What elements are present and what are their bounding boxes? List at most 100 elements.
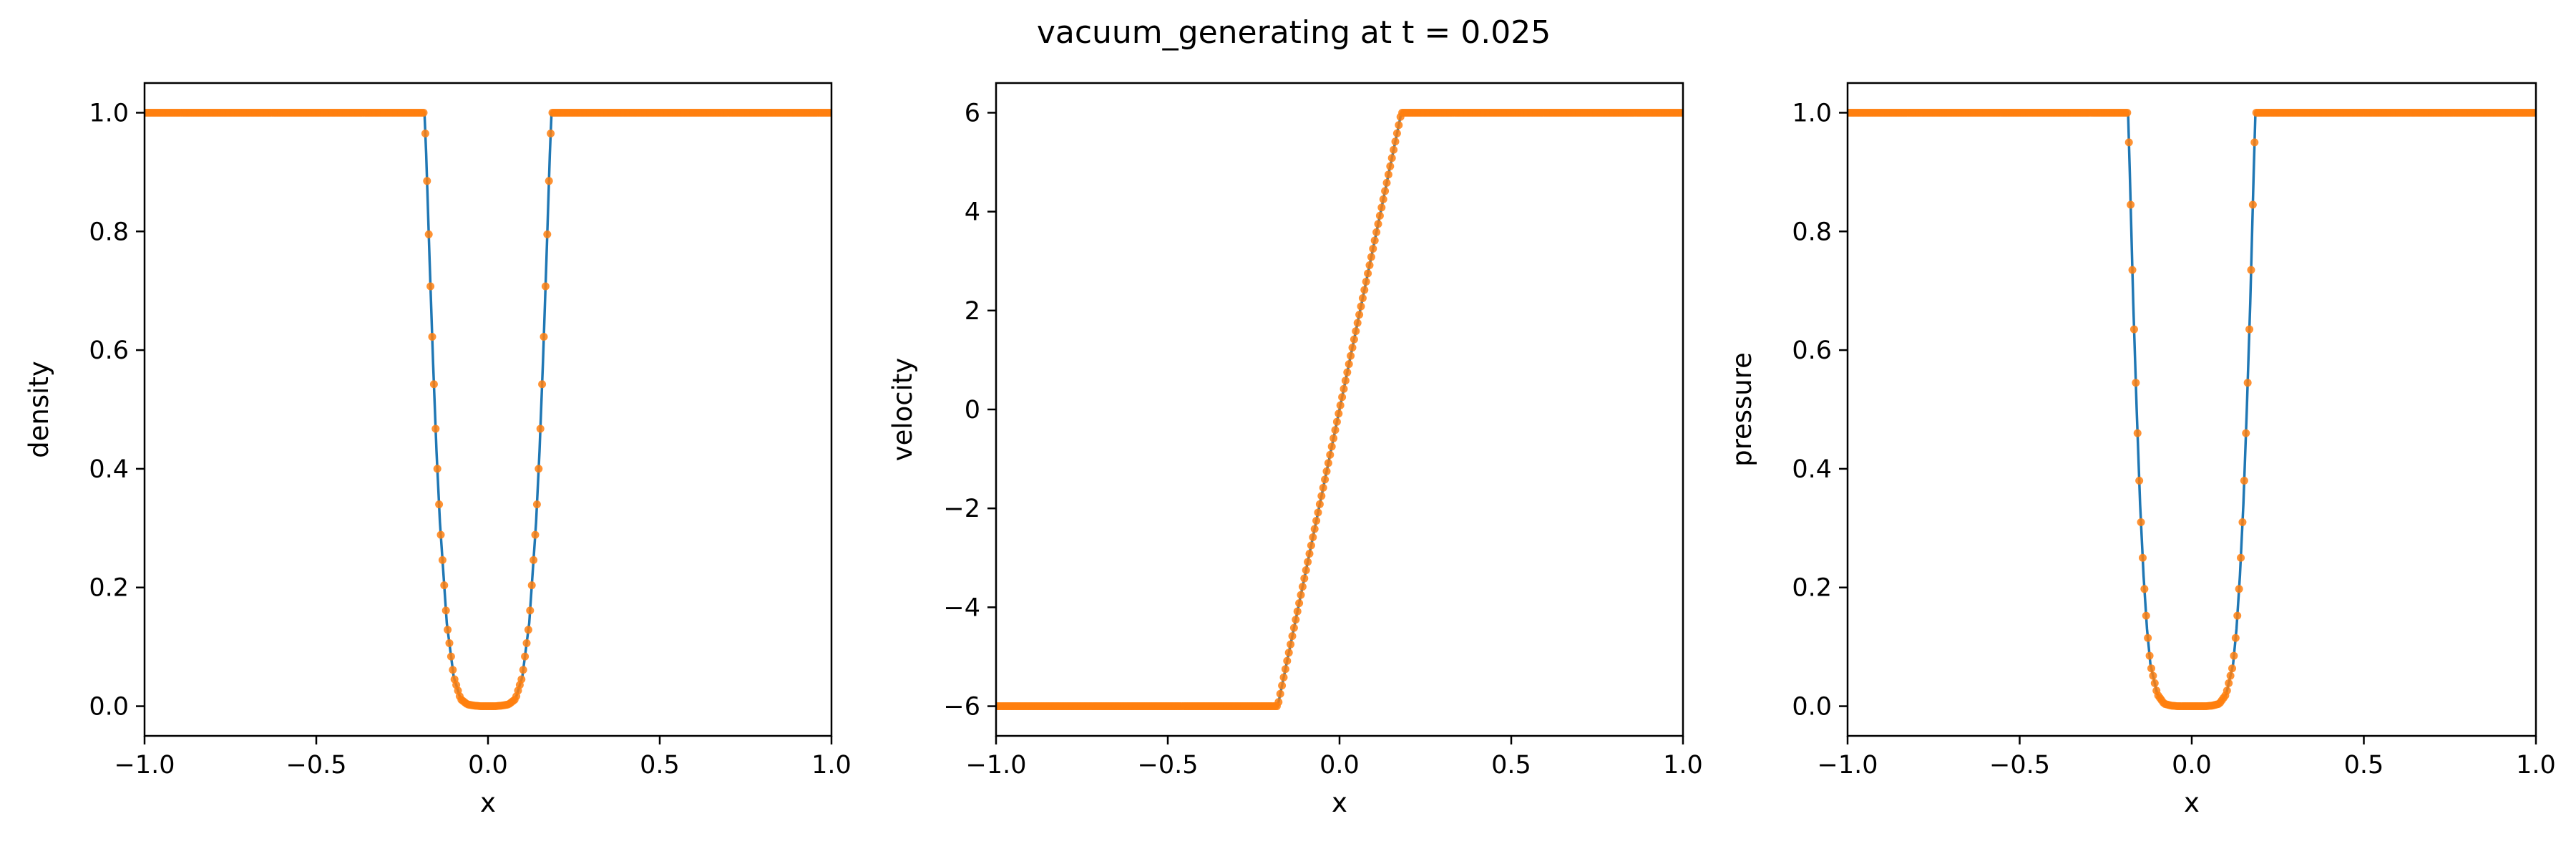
density-marker bbox=[543, 230, 552, 238]
velocity-marker bbox=[1295, 599, 1304, 608]
velocity-marker bbox=[1319, 483, 1327, 492]
velocity-marker bbox=[1312, 516, 1321, 525]
velocity-marker bbox=[1304, 558, 1312, 566]
velocity-marker bbox=[1297, 591, 1305, 599]
velocity-marker bbox=[1302, 566, 1310, 575]
pressure-marker bbox=[2135, 476, 2144, 485]
pressure-marker bbox=[2147, 664, 2155, 673]
density-y-tick-label: 0.6 bbox=[89, 336, 129, 365]
density-marker bbox=[423, 177, 431, 185]
velocity-marker bbox=[1345, 360, 1353, 369]
density-marker bbox=[540, 332, 548, 341]
velocity-marker bbox=[1314, 508, 1322, 517]
pressure-y-tick-label: 0.2 bbox=[1792, 574, 1832, 603]
velocity-y-tick-label: 0 bbox=[965, 396, 980, 424]
velocity-y-tick-label: 2 bbox=[965, 297, 980, 326]
pressure-x-axis: −1.0 −0.5 0.0 0.5 1.0 bbox=[1818, 736, 2556, 780]
velocity-marker bbox=[1276, 689, 1284, 698]
pressure-marker bbox=[2245, 325, 2254, 334]
subplot-density: −1.0 −0.5 0.0 0.5 1.0 0.0 0.2 0.4 0.6 0.8 1.0 x dens… bbox=[24, 82, 852, 818]
velocity-marker bbox=[1298, 583, 1307, 591]
density-marker bbox=[449, 666, 457, 674]
velocity-marker bbox=[1377, 203, 1386, 212]
density-marker bbox=[438, 555, 447, 564]
velocity-x-tick-label: 0.0 bbox=[1319, 751, 1360, 780]
density-marker bbox=[545, 177, 553, 185]
density-y-tick-label: 0.4 bbox=[89, 455, 129, 484]
velocity-marker bbox=[1322, 467, 1331, 475]
velocity-marker bbox=[1386, 162, 1395, 170]
velocity-marker bbox=[1324, 459, 1332, 467]
pressure-marker bbox=[2144, 634, 2152, 642]
velocity-marker bbox=[1274, 698, 1283, 707]
velocity-marker bbox=[1289, 623, 1298, 632]
pressure-series-markers bbox=[1848, 108, 2536, 711]
pressure-y-tick-label: 0.4 bbox=[1792, 455, 1832, 484]
density-x-tick-label: 0.0 bbox=[468, 751, 508, 780]
velocity-marker bbox=[1281, 665, 1289, 674]
velocity-series-markers bbox=[996, 108, 1683, 711]
velocity-marker bbox=[1395, 121, 1403, 130]
density-y-tick-label: 0.0 bbox=[89, 693, 129, 722]
density-marker bbox=[532, 500, 541, 509]
velocity-marker bbox=[1327, 442, 1336, 451]
pressure-marker bbox=[2247, 266, 2255, 274]
pressure-x-tick-label: 1.0 bbox=[2516, 751, 2556, 780]
velocity-marker bbox=[1307, 541, 1315, 550]
pressure-marker bbox=[2240, 476, 2248, 485]
pressure-y-tick-label: 0.6 bbox=[1792, 336, 1832, 365]
velocity-marker bbox=[1283, 656, 1292, 665]
pressure-marker bbox=[2237, 553, 2245, 562]
velocity-marker bbox=[1336, 401, 1345, 409]
pressure-x-axis-label: x bbox=[2184, 787, 2200, 818]
density-y-tick-label: 1.0 bbox=[89, 99, 129, 127]
pressure-x-tick-label: 0.5 bbox=[2344, 751, 2384, 780]
velocity-marker bbox=[1382, 178, 1391, 187]
velocity-marker bbox=[1340, 384, 1348, 393]
velocity-marker bbox=[1287, 640, 1295, 649]
velocity-y-tick-label: −6 bbox=[943, 693, 980, 722]
velocity-marker bbox=[1364, 269, 1372, 278]
velocity-marker bbox=[1317, 492, 1326, 500]
velocity-marker bbox=[1390, 145, 1398, 154]
velocity-marker bbox=[1331, 426, 1340, 435]
density-marker bbox=[527, 581, 536, 590]
pressure-marker bbox=[2149, 671, 2157, 680]
velocity-marker bbox=[1343, 368, 1352, 377]
velocity-marker bbox=[1300, 574, 1309, 583]
velocity-marker bbox=[1365, 261, 1374, 269]
subplot-pressure: −1.0 −0.5 0.0 0.5 1.0 0.0 0.2 0.4 0.6 0.8 1.0 x pres… bbox=[1727, 82, 2556, 818]
pressure-marker bbox=[2137, 518, 2145, 527]
density-marker bbox=[421, 129, 429, 137]
velocity-marker bbox=[1367, 253, 1375, 261]
density-marker bbox=[424, 230, 433, 238]
velocity-x-axis-label: x bbox=[1332, 787, 1347, 818]
density-x-tick-label: 0.5 bbox=[640, 751, 680, 780]
subplots: −1.0 −0.5 0.0 0.5 1.0 0.0 0.2 0.4 0.6 0.8 1.0 x dens… bbox=[24, 82, 2556, 818]
velocity-marker bbox=[1362, 278, 1370, 286]
pressure-y-axis: 0.0 0.2 0.4 0.6 0.8 1.0 bbox=[1792, 99, 1848, 722]
pressure-data bbox=[1848, 108, 2536, 711]
velocity-marker bbox=[1387, 154, 1396, 162]
pressure-marker bbox=[2243, 379, 2252, 387]
density-y-tick-label: 0.8 bbox=[89, 218, 129, 246]
velocity-marker bbox=[1350, 335, 1358, 344]
density-marker bbox=[447, 652, 455, 661]
density-x-axis: −1.0 −0.5 0.0 0.5 1.0 bbox=[114, 736, 852, 780]
density-marker bbox=[419, 108, 428, 117]
velocity-y-tick-label: −2 bbox=[943, 495, 980, 523]
velocity-marker bbox=[1338, 393, 1347, 402]
velocity-marker bbox=[1326, 450, 1335, 459]
velocity-marker bbox=[1353, 319, 1362, 327]
pressure-marker bbox=[2231, 634, 2240, 642]
velocity-marker bbox=[1379, 195, 1387, 203]
velocity-y-tick-label: 4 bbox=[965, 198, 980, 227]
velocity-x-tick-label: −0.5 bbox=[1138, 751, 1199, 780]
pressure-marker bbox=[2142, 611, 2150, 620]
density-marker bbox=[445, 639, 454, 647]
density-marker bbox=[541, 282, 550, 291]
pressure-x-tick-label: −1.0 bbox=[1818, 751, 1878, 780]
density-marker bbox=[440, 581, 449, 590]
velocity-marker bbox=[1360, 286, 1369, 294]
